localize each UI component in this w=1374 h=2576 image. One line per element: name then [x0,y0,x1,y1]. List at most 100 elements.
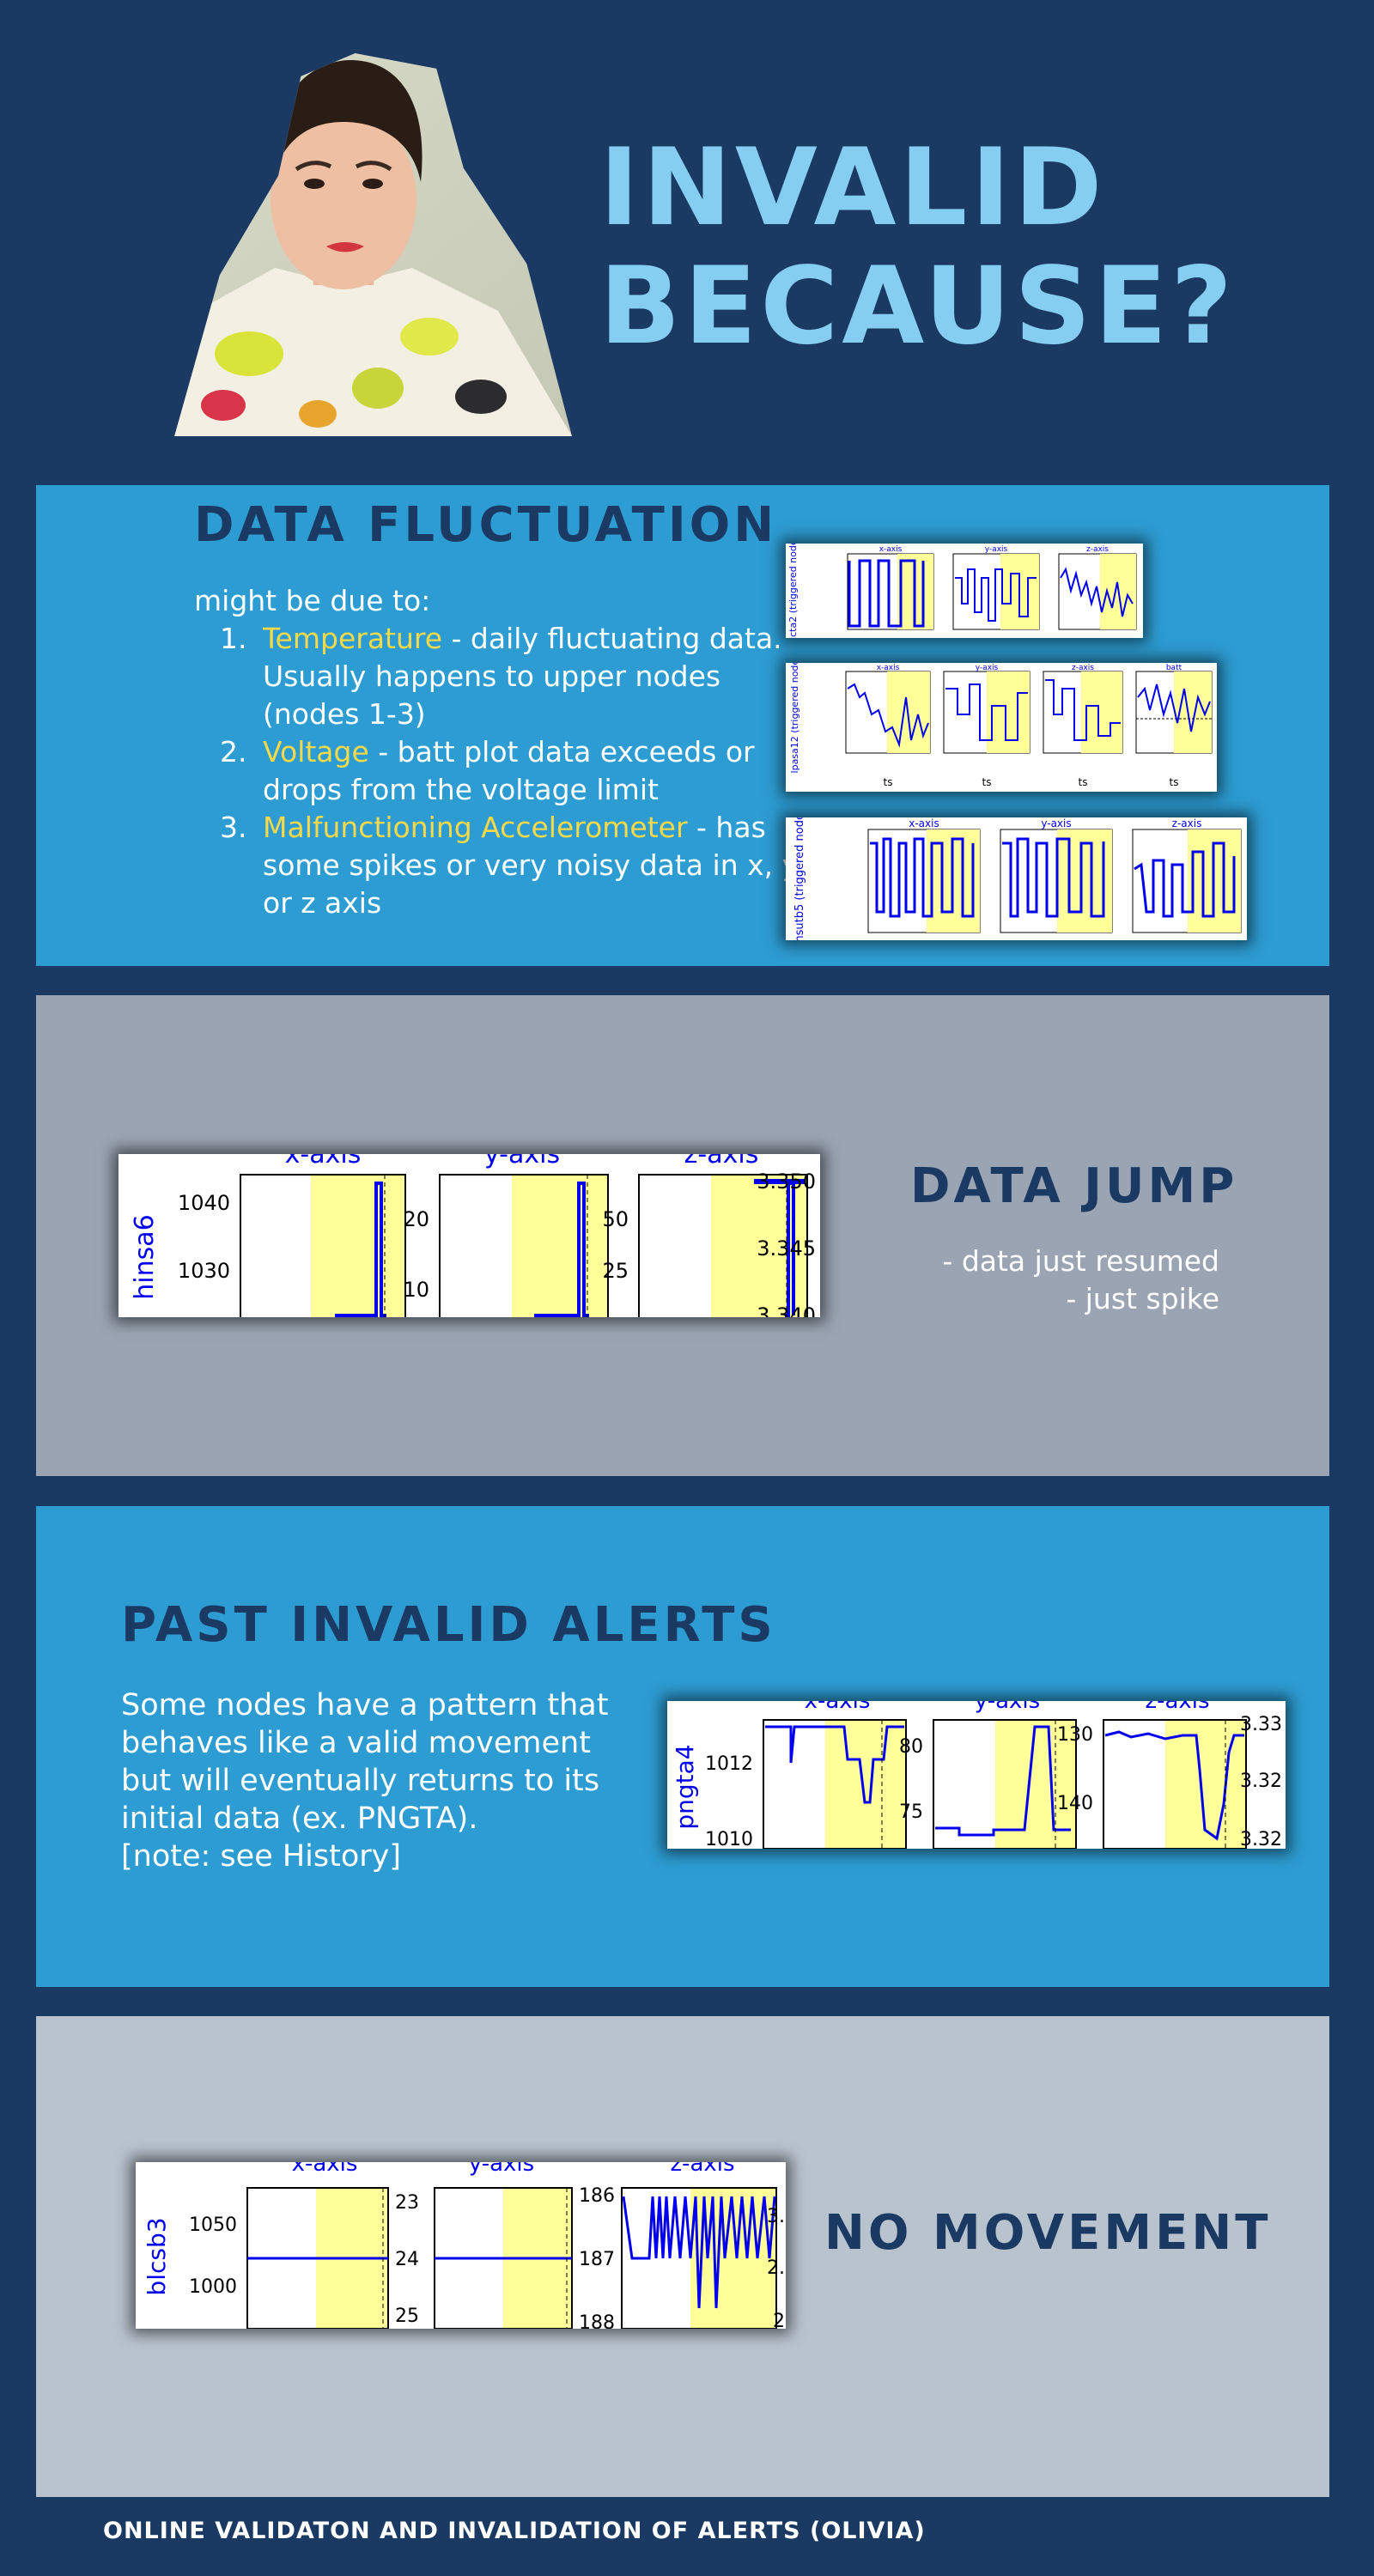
tick-label: 1030 [178,1259,230,1283]
tick-label: 20 [403,1207,429,1231]
bicta2-chart: bicta2 (triggered node) x-axis y-axis z-… [786,544,1143,638]
plot-title: z-axis [1072,664,1094,672]
plot-panel: y-axis [952,545,1040,630]
cause-item: Voltage - batt plot data exceeds or drop… [256,733,812,809]
lpasa12-chart: lpasa12 (triggered node) x-axis y-axis z… [786,663,1217,792]
footer-text: ONLINE VALIDATON AND INVALIDATION OF ALE… [103,2518,926,2544]
plot-panel: z-axis [1043,664,1123,754]
data-jump-notes: - data just resumed - just spike [809,1242,1219,1318]
hinsa6-chart: hinsa6 x-axis 1040 1030 y-axis 20 10 [119,1154,820,1317]
plot-title: batt [1166,664,1182,672]
right-tick-label: 3.345 [757,1236,816,1261]
right-tick-label: 3. [767,2206,785,2227]
plot-panel: y-axis [1000,817,1113,933]
data-jump-heading: DATA JUMP [910,1158,1238,1214]
right-tick-label: 3.340 [757,1303,816,1317]
cause-item: Malfunctioning Accelerometer - has some … [256,809,812,922]
plot-title: x-axis [879,545,903,554]
cause-keyword: Malfunctioning Accelerometer [263,811,688,844]
data-fluctuation-panel: DATA FLUCTUATION might be due to: Temper… [36,485,1329,966]
past-invalid-line: Some nodes have a pattern that [121,1688,609,1722]
data-jump-panel: hinsa6 x-axis 1040 1030 y-axis 20 10 [36,995,1329,1476]
plot-title: x-axis [292,2162,358,2177]
plot-title: x-axis [877,664,900,672]
tick-label: 80 [899,1736,923,1758]
pngta4-chart: pngta4 x-axis 1012 1010 y-axis 80 75 [667,1701,1286,1849]
tick-label: 25 [602,1259,629,1283]
msutb5-chart: msutb5 (triggered node) x-axis y-axis z-… [786,817,1247,940]
plot-panel: x-axis [847,545,934,630]
past-invalid-line: behaves like a valid movement [121,1726,591,1760]
cause-text: - has some spikes or very noisy data in … [263,811,808,920]
title-line-1: INVALID [599,126,1106,250]
plot-title: z-axis [670,2162,734,2177]
plot-panel: z-axis 3. 2. 2 [621,2162,785,2329]
cause-text: - batt plot data exceeds or drops from t… [263,735,755,806]
right-tick-label: 188 [579,2312,615,2329]
x-axis-label: ts [884,776,893,788]
data-fluctuation-heading: DATA FLUCTUATION [194,497,778,553]
right-tick-label: 24 [395,2249,419,2270]
tick-label: 130 [1057,1724,1093,1746]
right-tick-label: 25 [395,2306,419,2327]
tick-label: 10 [403,1278,429,1302]
plot-panel: batt [1135,664,1213,754]
tick-label: 1012 [705,1753,753,1775]
plot-title: y-axis [976,664,999,672]
plot-title: z-axis [684,1154,759,1170]
chart-ylabel: msutb5 (triggered node) [793,817,806,940]
presenter-photo [174,53,572,436]
right-tick-label: 3.350 [757,1170,816,1194]
no-movement-panel: blcsb3 x-axis 1050 1000 23 24 25 y-axis [36,2016,1329,2497]
plot-title: y-axis [469,2162,534,2177]
plot-title: y-axis [975,1701,1040,1714]
plot-panel: z-axis 130 140 3.33 3.32 3.32 [1057,1701,1282,1849]
cause-text: - daily fluctuating data. Usually happen… [263,622,782,731]
data-jump-note: - data just resumed [942,1244,1219,1278]
cause-keyword: Voltage [263,735,369,769]
tick-label: 1000 [189,2276,237,2298]
plot-panel: z-axis [1132,817,1242,933]
plot-title: x-axis [909,817,939,829]
past-invalid-line: but will eventually returns to its [121,1764,600,1798]
right-tick-label: 2 [773,2311,785,2329]
plot-title: y-axis [1041,817,1071,829]
plot-title: z-axis [1145,1701,1209,1714]
plot-panel: x-axis 1040 1030 [178,1154,406,1317]
right-tick-label: 187 [579,2249,615,2270]
past-invalid-line: initial data (ex. PNGTA). [121,1801,478,1836]
right-tick-label: 186 [579,2185,615,2207]
tick-label: 1010 [705,1829,753,1849]
chart-ylabel: pngta4 [671,1744,699,1829]
chart-ylabel: lpasa12 (triggered node) [789,663,800,773]
past-invalid-text: Some nodes have a pattern that behaves l… [121,1686,654,1875]
page-title: INVALID BECAUSE? [599,129,1304,366]
tick-label: 140 [1057,1793,1093,1814]
plot-panel: y-axis 20 10 [403,1154,609,1317]
past-invalid-heading: PAST INVALID ALERTS [121,1597,776,1653]
fluctuation-explanation: might be due to: Temperature - daily flu… [194,582,812,922]
causes-list: Temperature - daily fluctuating data. Us… [194,620,812,922]
plot-panel: y-axis 186 187 188 [434,2162,615,2329]
tick-label: 1040 [178,1191,230,1215]
plot-title: y-axis [985,545,1008,554]
right-tick-label: 3.33 [1240,1714,1282,1735]
right-tick-label: 23 [395,2192,419,2214]
plot-title: y-axis [484,1154,560,1170]
plot-panel: x-axis [845,664,931,754]
cause-keyword: Temperature [263,622,443,655]
plot-panel: x-axis 1012 1010 [705,1701,907,1849]
plot-panel: x-axis [867,817,981,933]
plot-panel: y-axis 80 75 [899,1701,1077,1849]
plot-panel: y-axis [943,664,1030,754]
plot-title: z-axis [1172,817,1202,829]
chart-ylabel: bicta2 (triggered node) [787,544,799,638]
tick-label: 75 [899,1801,923,1823]
tick-label: 1050 [189,2215,237,2236]
plot-panel: z-axis 50 25 3.350 3.345 3.340 [602,1154,816,1317]
x-axis-label: ts [1170,776,1179,788]
right-tick-label: 3.32 [1240,1829,1282,1849]
plot-panel: z-axis [1058,545,1137,630]
right-tick-label: 2. [767,2257,785,2279]
x-axis-label: ts [1079,776,1088,788]
